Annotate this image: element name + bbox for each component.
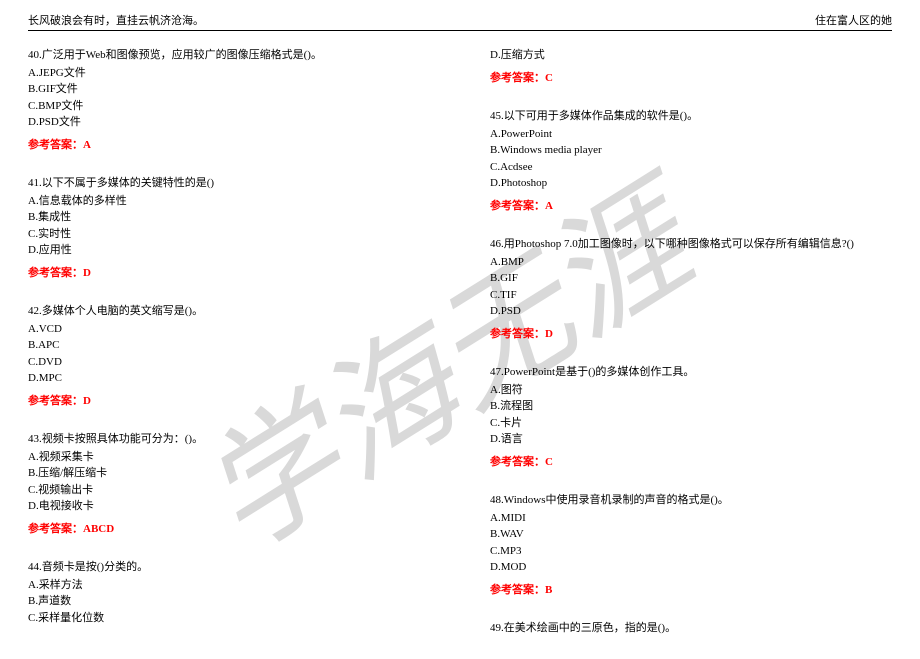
question-stem: 42.多媒体个人电脑的英文缩写是()。 (28, 303, 430, 320)
header-right: 住在富人区的她 (815, 12, 892, 28)
header: 长风破浪会有时，直挂云帆济沧海。 住在富人区的她 (28, 12, 892, 31)
question: 40.广泛用于Web和图像预览，应用较广的图像压缩格式是()。A.JEPG文件B… (28, 47, 430, 153)
question-option: B.流程图 (490, 398, 892, 415)
question: 47.PowerPoint是基于()的多媒体创作工具。A.图符B.流程图C.卡片… (490, 364, 892, 470)
question-stem: 41.以下不属于多媒体的关键特性的是() (28, 175, 430, 192)
answer: 参考答案：A (490, 198, 892, 215)
question-option: D.电视接收卡 (28, 498, 430, 515)
question: 45.以下可用于多媒体作品集成的软件是()。A.PowerPointB.Wind… (490, 108, 892, 214)
question: 43.视频卡按照具体功能可分为：()。A.视频采集卡B.压缩/解压缩卡C.视频输… (28, 431, 430, 537)
answer: 参考答案：D (490, 326, 892, 343)
question: 48.Windows中使用录音机录制的声音的格式是()。A.MIDIB.WAVC… (490, 492, 892, 598)
question-stem: 47.PowerPoint是基于()的多媒体创作工具。 (490, 364, 892, 381)
left-column: 40.广泛用于Web和图像预览，应用较广的图像压缩格式是()。A.JEPG文件B… (28, 47, 430, 659)
header-left: 长风破浪会有时，直挂云帆济沧海。 (28, 12, 204, 28)
answer: 参考答案：B (490, 582, 892, 599)
question: 42.多媒体个人电脑的英文缩写是()。A.VCDB.APCC.DVDD.MPC 参… (28, 303, 430, 409)
question-option: A.BMP (490, 254, 892, 271)
question-option: D.PSD (490, 303, 892, 320)
answer: 参考答案：C (490, 70, 892, 87)
question-option: B.APC (28, 337, 430, 354)
question-stem: 44.音频卡是按()分类的。 (28, 559, 430, 576)
question-option: B.GIF文件 (28, 81, 430, 98)
question-option: D.MPC (28, 370, 430, 387)
question-option: D.Photoshop (490, 175, 892, 192)
page: 长风破浪会有时，直挂云帆济沧海。 住在富人区的她 40.广泛用于Web和图像预览… (0, 0, 920, 659)
question-continuation: D.压缩方式参考答案：C (490, 47, 892, 86)
question-option: C.TIF (490, 287, 892, 304)
question-option: A.JEPG文件 (28, 65, 430, 82)
question-option: A.PowerPoint (490, 126, 892, 143)
question-stem: 46.用Photoshop 7.0加工图像时，以下哪种图像格式可以保存所有编辑信… (490, 236, 892, 253)
question-option: C.Acdsee (490, 159, 892, 176)
question: 41.以下不属于多媒体的关键特性的是()A.信息载体的多样性B.集成性C.实时性… (28, 175, 430, 281)
question-option: A.视频采集卡 (28, 449, 430, 466)
question-option: B.集成性 (28, 209, 430, 226)
question-option: D.语言 (490, 431, 892, 448)
question-option: C.视频输出卡 (28, 482, 430, 499)
question-option: D.PSD文件 (28, 114, 430, 131)
question-option: D.压缩方式 (490, 47, 892, 64)
question-option: D.应用性 (28, 242, 430, 259)
question-stem: 43.视频卡按照具体功能可分为：()。 (28, 431, 430, 448)
question-stem: 40.广泛用于Web和图像预览，应用较广的图像压缩格式是()。 (28, 47, 430, 64)
question-option: C.DVD (28, 354, 430, 371)
answer: 参考答案：A (28, 137, 430, 154)
question-option: C.卡片 (490, 415, 892, 432)
question: 46.用Photoshop 7.0加工图像时，以下哪种图像格式可以保存所有编辑信… (490, 236, 892, 342)
answer: 参考答案：ABCD (28, 521, 430, 538)
answer: 参考答案：D (28, 393, 430, 410)
question-option: A.采样方法 (28, 577, 430, 594)
question-option: B.GIF (490, 270, 892, 287)
question-stem: 49.在美术绘画中的三原色，指的是()。 (490, 620, 892, 637)
question-option: A.VCD (28, 321, 430, 338)
answer: 参考答案：C (490, 454, 892, 471)
question-option: B.Windows media player (490, 142, 892, 159)
question: 49.在美术绘画中的三原色，指的是()。 (490, 620, 892, 637)
question-option: C.采样量化位数 (28, 610, 430, 627)
question-option: C.MP3 (490, 543, 892, 560)
question-option: B.声道数 (28, 593, 430, 610)
columns: 40.广泛用于Web和图像预览，应用较广的图像压缩格式是()。A.JEPG文件B… (28, 47, 892, 659)
question-option: A.MIDI (490, 510, 892, 527)
question: 44.音频卡是按()分类的。A.采样方法B.声道数C.采样量化位数 (28, 559, 430, 626)
question-option: C.BMP文件 (28, 98, 430, 115)
question-option: A.信息载体的多样性 (28, 193, 430, 210)
answer: 参考答案：D (28, 265, 430, 282)
question-stem: 48.Windows中使用录音机录制的声音的格式是()。 (490, 492, 892, 509)
question-option: B.压缩/解压缩卡 (28, 465, 430, 482)
question-option: A.图符 (490, 382, 892, 399)
right-column: D.压缩方式参考答案：C 45.以下可用于多媒体作品集成的软件是()。A.Powe… (490, 47, 892, 659)
question-option: D.MOD (490, 559, 892, 576)
question-option: C.实时性 (28, 226, 430, 243)
question-stem: 45.以下可用于多媒体作品集成的软件是()。 (490, 108, 892, 125)
question-option: B.WAV (490, 526, 892, 543)
